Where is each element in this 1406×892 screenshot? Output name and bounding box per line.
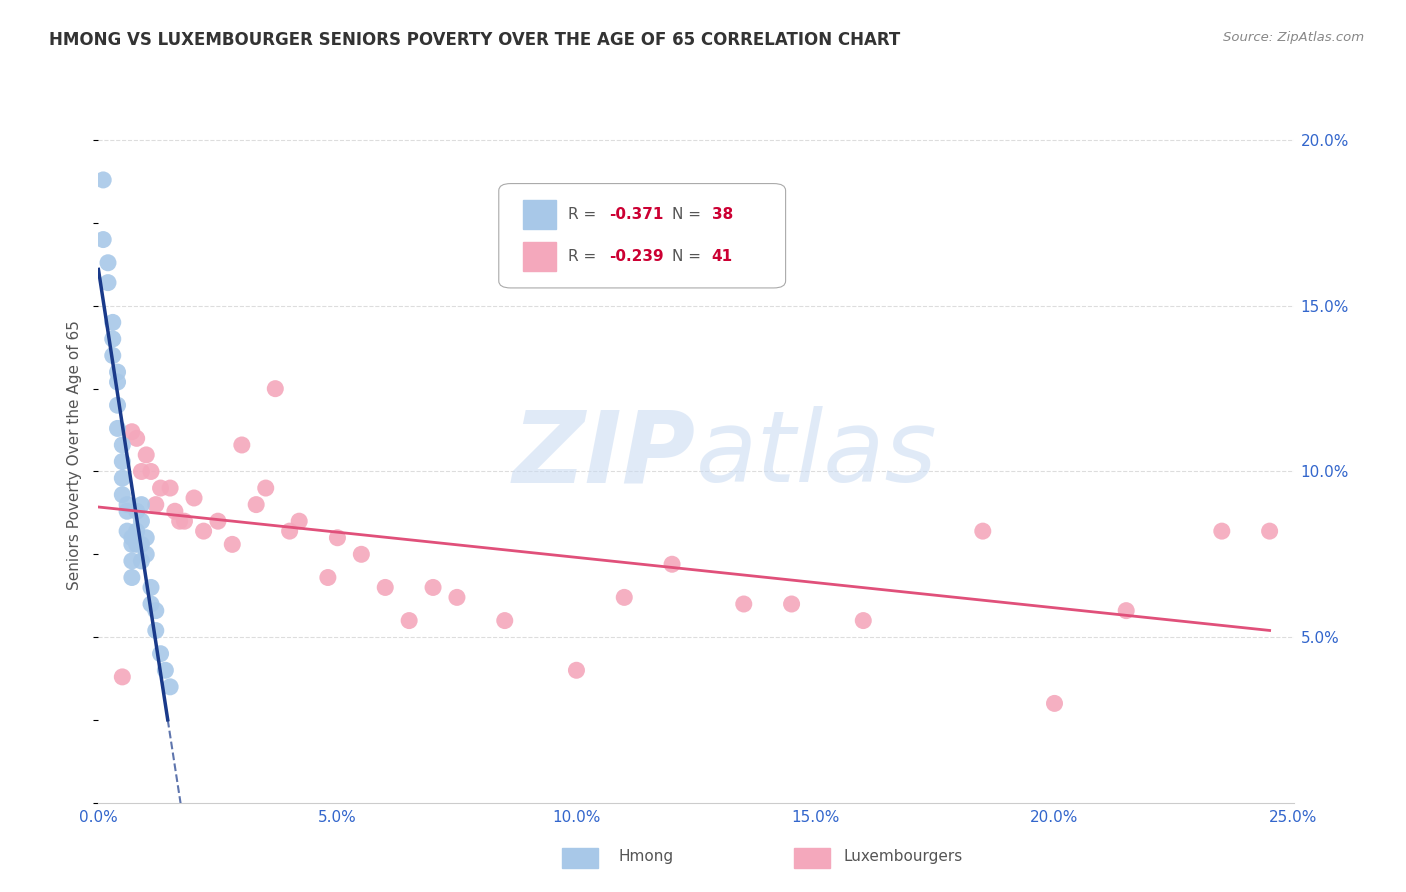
Point xyxy=(131,554,153,568)
Point xyxy=(139,581,162,595)
Point xyxy=(159,680,181,694)
Point xyxy=(107,365,129,379)
Text: -0.239: -0.239 xyxy=(609,249,664,264)
Point xyxy=(101,315,124,329)
Point xyxy=(264,382,287,396)
Point xyxy=(278,524,301,538)
Text: Hmong: Hmong xyxy=(619,849,673,863)
Point xyxy=(135,531,157,545)
Point xyxy=(1115,604,1137,618)
Point xyxy=(107,398,129,412)
Point xyxy=(733,597,755,611)
Point xyxy=(231,438,253,452)
Point xyxy=(121,531,143,545)
Point xyxy=(131,498,153,512)
Point xyxy=(207,514,229,528)
Point xyxy=(245,498,267,512)
Point xyxy=(121,554,143,568)
Point xyxy=(91,233,114,247)
Point xyxy=(101,349,124,363)
Point xyxy=(125,537,148,551)
Point xyxy=(97,256,120,270)
Point xyxy=(316,570,339,584)
Point xyxy=(115,498,138,512)
Point xyxy=(398,614,420,628)
Point xyxy=(107,421,129,435)
Text: -0.371: -0.371 xyxy=(609,207,664,222)
Text: N =: N = xyxy=(672,207,706,222)
Point xyxy=(131,514,153,528)
Bar xyxy=(523,242,557,271)
Point xyxy=(780,597,803,611)
Point xyxy=(1258,524,1281,538)
Point xyxy=(111,471,134,485)
Point xyxy=(193,524,215,538)
Point xyxy=(422,581,444,595)
Point xyxy=(115,504,138,518)
Point xyxy=(163,504,186,518)
Point xyxy=(139,597,162,611)
Point xyxy=(288,514,311,528)
Point xyxy=(169,514,191,528)
Point xyxy=(1043,697,1066,711)
Point xyxy=(661,558,683,572)
Text: HMONG VS LUXEMBOURGER SENIORS POVERTY OVER THE AGE OF 65 CORRELATION CHART: HMONG VS LUXEMBOURGER SENIORS POVERTY OV… xyxy=(49,31,900,49)
Point xyxy=(139,465,162,479)
Point xyxy=(121,570,143,584)
Point xyxy=(221,537,243,551)
Point xyxy=(145,604,167,618)
Point xyxy=(494,614,516,628)
Point xyxy=(125,504,148,518)
Point xyxy=(145,624,167,638)
Point xyxy=(145,498,167,512)
Y-axis label: Seniors Poverty Over the Age of 65: Seniors Poverty Over the Age of 65 xyxy=(67,320,83,590)
Point xyxy=(254,481,277,495)
Text: atlas: atlas xyxy=(696,407,938,503)
Point xyxy=(135,448,157,462)
Point xyxy=(159,481,181,495)
Text: 38: 38 xyxy=(711,207,733,222)
Point xyxy=(350,547,373,561)
Point xyxy=(565,663,588,677)
Point xyxy=(852,614,875,628)
Point xyxy=(121,537,143,551)
Point xyxy=(326,531,349,545)
Point xyxy=(125,431,148,445)
Text: Source: ZipAtlas.com: Source: ZipAtlas.com xyxy=(1223,31,1364,45)
Point xyxy=(111,438,134,452)
Point xyxy=(131,537,153,551)
Point xyxy=(111,454,134,468)
Point xyxy=(173,514,195,528)
Point xyxy=(155,663,177,677)
Point xyxy=(131,465,153,479)
Point xyxy=(111,488,134,502)
Point xyxy=(149,481,172,495)
Point xyxy=(107,375,129,389)
Bar xyxy=(523,201,557,229)
Point xyxy=(613,591,636,605)
Point xyxy=(111,670,134,684)
Point xyxy=(125,524,148,538)
Point xyxy=(115,524,138,538)
Point xyxy=(446,591,468,605)
Point xyxy=(1211,524,1233,538)
Point xyxy=(121,425,143,439)
Text: R =: R = xyxy=(568,207,602,222)
Point xyxy=(97,276,120,290)
FancyBboxPatch shape xyxy=(499,184,786,288)
Point xyxy=(91,173,114,187)
Point xyxy=(101,332,124,346)
Point xyxy=(135,547,157,561)
Point xyxy=(972,524,994,538)
Point xyxy=(374,581,396,595)
Text: ZIP: ZIP xyxy=(513,407,696,503)
Text: N =: N = xyxy=(672,249,706,264)
Text: 41: 41 xyxy=(711,249,733,264)
Point xyxy=(183,491,205,505)
Point xyxy=(149,647,172,661)
Text: Luxembourgers: Luxembourgers xyxy=(844,849,963,863)
Text: R =: R = xyxy=(568,249,602,264)
